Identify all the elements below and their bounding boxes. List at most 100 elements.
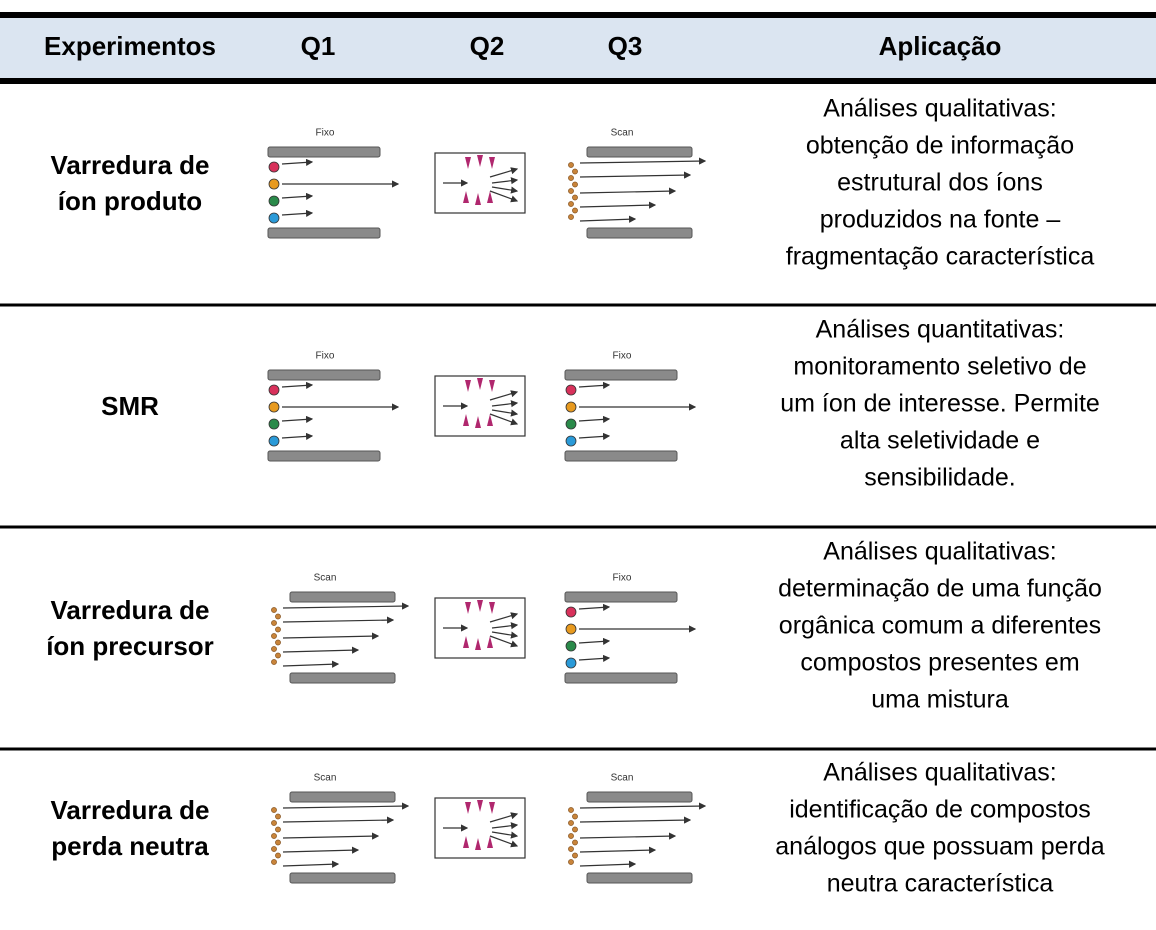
arrow xyxy=(489,167,519,178)
arrow xyxy=(489,612,519,623)
application-line: análogos que possuam perda xyxy=(775,833,1105,861)
arrow xyxy=(578,432,611,440)
quad-label: Fixo xyxy=(613,573,632,584)
arrow xyxy=(579,187,677,195)
rod xyxy=(267,369,381,381)
arrow xyxy=(282,616,395,624)
ion xyxy=(275,613,281,620)
rod xyxy=(564,672,678,684)
rod xyxy=(289,791,396,803)
ion xyxy=(275,626,281,633)
ion xyxy=(568,807,574,813)
arrow xyxy=(282,646,360,654)
arrow xyxy=(491,177,519,185)
arrow xyxy=(281,432,314,440)
arrow xyxy=(578,415,611,423)
arrow xyxy=(578,654,611,662)
application-line: compostos presentes em xyxy=(800,649,1079,677)
arrow xyxy=(282,602,410,610)
ion xyxy=(271,846,277,852)
experiment-name: íon produto xyxy=(58,186,202,216)
experiment-name: SMR xyxy=(101,391,159,421)
fragment xyxy=(465,802,471,814)
ion xyxy=(568,214,574,220)
rod xyxy=(586,872,693,884)
rod xyxy=(564,450,678,462)
quad-label: Fixo xyxy=(316,351,335,362)
arrow xyxy=(282,632,380,640)
ion xyxy=(275,826,281,833)
ion xyxy=(271,820,277,826)
arrow xyxy=(491,400,519,408)
header: Experimentos Q1 Q2 Q3 Aplicação xyxy=(44,31,1001,61)
fragment xyxy=(475,193,481,205)
arrow xyxy=(579,215,637,223)
quad-label: Scan xyxy=(314,573,337,584)
experiment-name: Varredura de xyxy=(51,595,210,625)
header-cell: Q1 xyxy=(301,31,336,61)
arrow xyxy=(579,832,677,840)
ion xyxy=(268,418,280,430)
fragment xyxy=(475,416,481,428)
ion xyxy=(271,833,277,839)
arrow xyxy=(281,381,314,389)
ion xyxy=(565,384,577,396)
application-line: Análises quantitativas: xyxy=(816,316,1065,344)
application-line: Análises qualitativas: xyxy=(823,538,1056,566)
application-line: Análises qualitativas: xyxy=(823,95,1056,123)
ion xyxy=(275,639,281,646)
arrow xyxy=(579,846,657,854)
arrow xyxy=(579,201,657,209)
arrow xyxy=(282,660,340,668)
arrow xyxy=(281,209,314,217)
ion xyxy=(275,852,281,859)
arrow xyxy=(282,816,395,824)
application-line: uma mistura xyxy=(871,686,1009,714)
fragment xyxy=(463,191,469,203)
arrow xyxy=(489,635,519,648)
ion xyxy=(572,852,578,859)
rod xyxy=(289,591,396,603)
ion xyxy=(568,188,574,194)
application-line: fragmentação característica xyxy=(786,243,1095,271)
ion xyxy=(268,178,280,190)
ion xyxy=(572,168,578,175)
fragment xyxy=(475,638,481,650)
experiment-name: íon precursor xyxy=(46,631,214,661)
fragment xyxy=(465,602,471,614)
application-line: Análises qualitativas: xyxy=(823,759,1056,787)
quad-label: Scan xyxy=(611,773,634,784)
rod xyxy=(289,872,396,884)
fragment xyxy=(463,636,469,648)
ion xyxy=(268,161,280,173)
ion xyxy=(568,162,574,168)
header-cell: Aplicação xyxy=(879,31,1002,61)
ion xyxy=(568,820,574,826)
fragment xyxy=(487,414,493,426)
experiment-name: perda neutra xyxy=(51,831,209,861)
ion xyxy=(568,833,574,839)
arrow xyxy=(281,192,314,200)
application-line: determinação de uma função xyxy=(778,575,1102,603)
ion xyxy=(568,201,574,207)
fragment xyxy=(477,600,483,612)
arrow xyxy=(282,846,360,854)
ion xyxy=(271,807,277,813)
ion xyxy=(268,212,280,224)
quad-label: Scan xyxy=(611,128,634,139)
application-line: monitoramento seletivo de xyxy=(793,353,1086,381)
fragment xyxy=(489,802,495,814)
ion xyxy=(271,659,277,665)
header-cell: Q3 xyxy=(608,31,643,61)
header-cell: Experimentos xyxy=(44,31,216,61)
application-line: alta seletividade e xyxy=(840,427,1040,455)
rod xyxy=(564,369,678,381)
ion xyxy=(572,839,578,846)
arrow xyxy=(489,390,519,401)
arrow xyxy=(491,409,519,417)
application-line: orgânica comum a diferentes xyxy=(779,612,1101,640)
arrow xyxy=(579,802,707,810)
fragment xyxy=(487,836,493,848)
ion xyxy=(275,652,281,659)
